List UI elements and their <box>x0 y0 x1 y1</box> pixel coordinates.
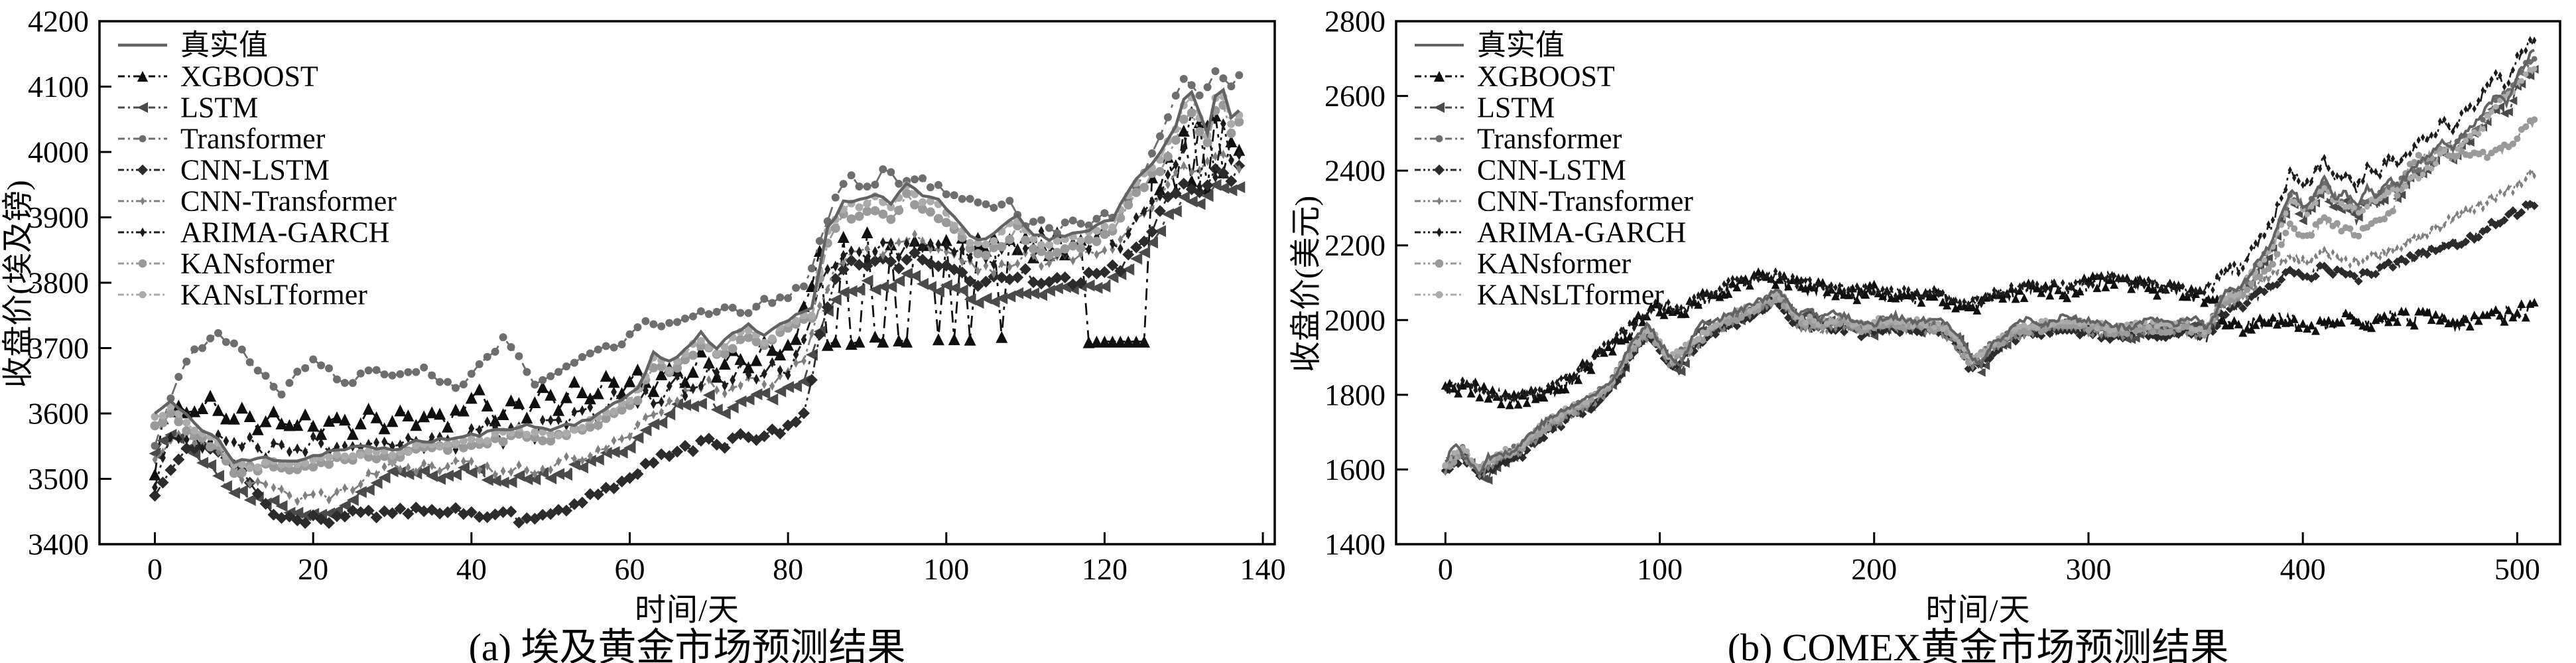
y-tick-label: 4000 <box>28 135 89 169</box>
legend-item: XGBOOST <box>1415 60 1615 93</box>
y-tick-label: 1400 <box>1324 528 1385 561</box>
y-tick-label: 3800 <box>28 266 89 300</box>
legend-label: KANsformer <box>180 248 335 280</box>
legend-label: XGBOOST <box>180 60 318 93</box>
legend-marker-triangle-up-icon <box>1433 70 1445 82</box>
x-tick-label: 40 <box>456 552 487 586</box>
x-tick-label: 0 <box>1438 552 1453 586</box>
x-tick-label: 120 <box>1082 552 1127 586</box>
y-tick-label: 1600 <box>1324 453 1385 486</box>
y-tick-label: 2800 <box>1324 5 1385 38</box>
y-tick-label: 2000 <box>1324 303 1385 337</box>
y-axis-label: 收盘价(美元) <box>1289 195 1324 373</box>
x-tick-label: 400 <box>2280 552 2326 586</box>
legend-label: CNN-Transformer <box>180 185 397 218</box>
legend-marker-dot-icon <box>139 291 147 299</box>
x-tick-label: 300 <box>2065 552 2111 586</box>
legend-marker-triangle-up-icon <box>137 70 149 82</box>
legend-marker-circle-icon <box>138 259 147 268</box>
legend-label: 真实值 <box>1477 29 1565 62</box>
x-tick-label: 100 <box>923 552 969 586</box>
legend-label: Transformer <box>180 123 326 155</box>
legend-item: Transformer <box>1415 123 1622 155</box>
legend-marker-dot-icon <box>1435 291 1443 299</box>
legend-label: CNN-Transformer <box>1477 185 1693 218</box>
x-tick-label: 20 <box>298 552 328 586</box>
legend-marker-dot-icon <box>139 135 147 143</box>
chart-egypt: 0 20 40 60 80 100 120 140 3400 3500 3600 3700 3800 39… <box>1 5 1286 663</box>
legend-item: 真实值 <box>1415 29 1565 62</box>
legend-marker-diamond-icon <box>137 164 149 176</box>
legend-item: LSTM <box>118 92 258 124</box>
y-tick-label: 4200 <box>28 5 89 38</box>
y-tick-label: 4100 <box>28 70 89 104</box>
legend-label: LSTM <box>1477 92 1555 124</box>
legend-marker-thin-diamond-icon <box>1437 196 1442 206</box>
legend-marker-triangle-left-icon <box>1433 102 1445 113</box>
x-tick-label: 80 <box>773 552 803 586</box>
subfigure-caption: (b) COMEX黄金市场预测结果 <box>1727 626 2229 663</box>
legend-item: LSTM <box>1415 92 1555 124</box>
series-markers-CNN-LSTM <box>149 159 1246 529</box>
y-tick-label: 3400 <box>28 528 89 561</box>
x-tick-label: 100 <box>1637 552 1683 586</box>
legend-item: CNN-Transformer <box>1415 185 1693 218</box>
plot-area-egypt: 0 20 40 60 80 100 120 140 3400 3500 3600 3700 3800 39… <box>28 5 1286 586</box>
legend-item: ARIMA-GARCH <box>1415 216 1686 249</box>
y-tick-label: 3600 <box>28 397 89 431</box>
y-tick-label: 3700 <box>28 331 89 365</box>
chart-comex: 0 100 200 300 400 500 1400 1600 1800 2000 2200 2400… <box>1288 0 2576 663</box>
legend-label: 真实值 <box>180 29 268 62</box>
legend-label: LSTM <box>180 92 258 124</box>
y-tick-label: 3900 <box>28 200 89 234</box>
legend-marker-triangle-left-icon <box>137 102 149 113</box>
legend-marker-circle-icon <box>1435 259 1444 268</box>
x-tick-label: 60 <box>614 552 645 586</box>
series-line-KANsLTformer <box>1445 68 2536 472</box>
legend-label: ARIMA-GARCH <box>1477 216 1686 249</box>
x-tick-label: 140 <box>1240 552 1286 586</box>
legend-label: KANsLTformer <box>180 279 367 311</box>
legend-marker-thin-diamond-icon <box>1437 227 1442 238</box>
legend-item: CNN-LSTM <box>1415 154 1626 186</box>
legend-item: 真实值 <box>118 29 268 62</box>
x-axis-label: 时间/天 <box>1925 593 2031 628</box>
series-line-真实值 <box>154 87 1240 465</box>
plot-area-comex: 0 100 200 300 400 500 1400 1600 1800 2000 2200 2400… <box>1324 5 2561 586</box>
legend-item: KANsformer <box>118 248 335 280</box>
legend-label: CNN-LSTM <box>1477 154 1626 186</box>
legend-item: XGBOOST <box>118 60 318 93</box>
subfigure-caption: (a) 埃及黄金市场预测结果 <box>468 626 906 663</box>
legend-label: CNN-LSTM <box>180 154 330 186</box>
y-tick-label: 2600 <box>1324 79 1385 113</box>
legend-item: KANsformer <box>1415 248 1632 280</box>
y-axis-label: 收盘价(埃及镑) <box>1 180 36 388</box>
x-tick-label: 0 <box>147 552 162 586</box>
y-tick-label: 1800 <box>1324 378 1385 411</box>
x-tick-label: 500 <box>2494 552 2540 586</box>
x-tick-label: 200 <box>1851 552 1897 586</box>
legend-label: KANsLTformer <box>1477 279 1664 311</box>
x-axis-label: 时间/天 <box>634 593 740 628</box>
legend-marker-diamond-icon <box>1433 164 1445 176</box>
y-tick-label: 3500 <box>28 462 89 496</box>
legend-marker-thin-diamond-icon <box>140 227 145 238</box>
legend-item: ARIMA-GARCH <box>118 216 389 249</box>
legend-item: KANsLTformer <box>118 279 367 311</box>
plot-border <box>1395 20 2561 546</box>
legend-item: CNN-Transformer <box>118 185 397 218</box>
y-tick-label: 2400 <box>1324 154 1385 188</box>
legend-label: Transformer <box>1477 123 1622 155</box>
legend-label: XGBOOST <box>1477 60 1615 93</box>
y-tick-label: 2200 <box>1324 228 1385 262</box>
series-line-真实值 <box>1444 48 2535 476</box>
legend-marker-thin-diamond-icon <box>140 196 145 206</box>
legend-item: CNN-LSTM <box>118 154 330 186</box>
legend-label: KANsformer <box>1477 248 1632 280</box>
legend-label: ARIMA-GARCH <box>180 216 389 249</box>
legend-item: Transformer <box>118 123 326 155</box>
legend-item: KANsLTformer <box>1415 279 1664 311</box>
legend-marker-dot-icon <box>1435 135 1443 143</box>
